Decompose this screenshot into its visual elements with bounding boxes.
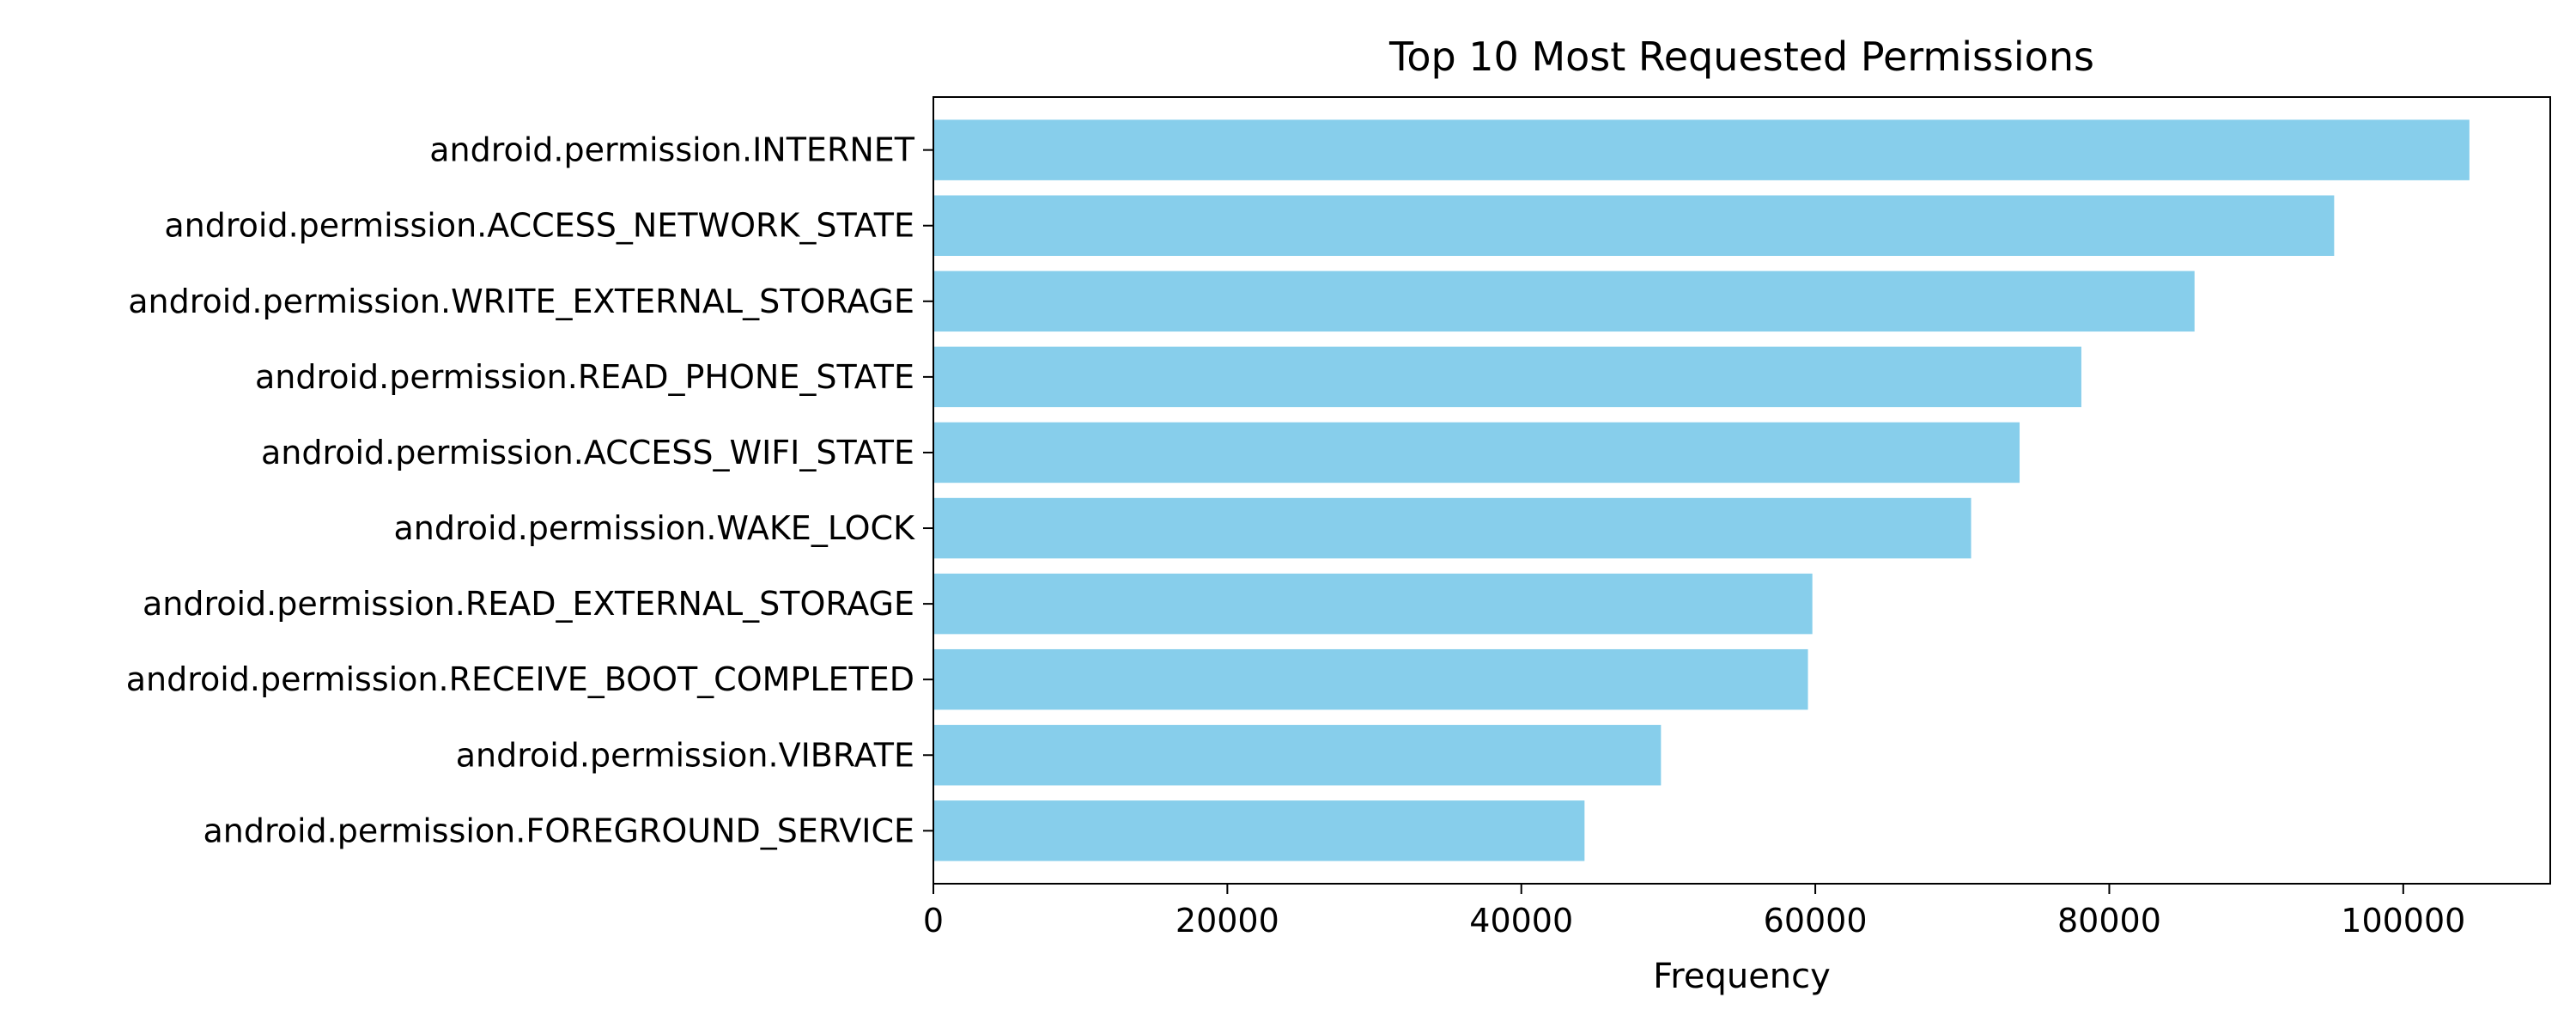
category-label: android.permission.WRITE_EXTERNAL_STORAG… — [128, 283, 914, 320]
bar — [933, 422, 2020, 484]
x-axis-label: Frequency — [1653, 957, 1831, 996]
category-label: android.permission.VIBRATE — [456, 736, 914, 774]
x-tick-label: 20000 — [1176, 902, 1279, 940]
x-tick-label: 40000 — [1469, 902, 1573, 940]
x-tick-label: 0 — [923, 902, 944, 940]
category-label: android.permission.RECEIVE_BOOT_COMPLETE… — [126, 660, 914, 698]
plot-frame — [933, 96, 2551, 885]
x-axis-ticks: 0 20000 40000 60000 80000 100000 — [923, 884, 2465, 940]
x-tick-label: 100000 — [2341, 902, 2465, 940]
bar — [933, 195, 2335, 256]
bar — [933, 346, 2081, 408]
bar — [933, 725, 1662, 786]
bar — [933, 119, 2470, 180]
category-labels: android.permission.INTERNET android.permi… — [126, 131, 933, 849]
bar — [933, 573, 1813, 635]
category-label: android.permission.FOREGROUND_SERVICE — [203, 812, 914, 849]
category-label: android.permission.READ_PHONE_STATE — [255, 358, 914, 396]
bar — [933, 497, 1971, 559]
bars-layer — [933, 119, 2470, 861]
category-label: android.permission.ACCESS_WIFI_STATE — [261, 434, 914, 471]
bar — [933, 800, 1585, 861]
x-tick-label: 60000 — [1764, 902, 1868, 940]
chart-title: Top 10 Most Requested Permissions — [1388, 33, 2094, 80]
category-label: android.permission.ACCESS_NETWORK_STATE — [164, 207, 914, 245]
category-label: android.permission.INTERNET — [429, 131, 915, 169]
category-label: android.permission.READ_EXTERNAL_STORAGE — [143, 585, 914, 623]
x-tick-label: 80000 — [2057, 902, 2161, 940]
category-label: android.permission.WAKE_LOCK — [394, 509, 916, 547]
bar — [933, 648, 1808, 710]
bar — [933, 271, 2195, 332]
